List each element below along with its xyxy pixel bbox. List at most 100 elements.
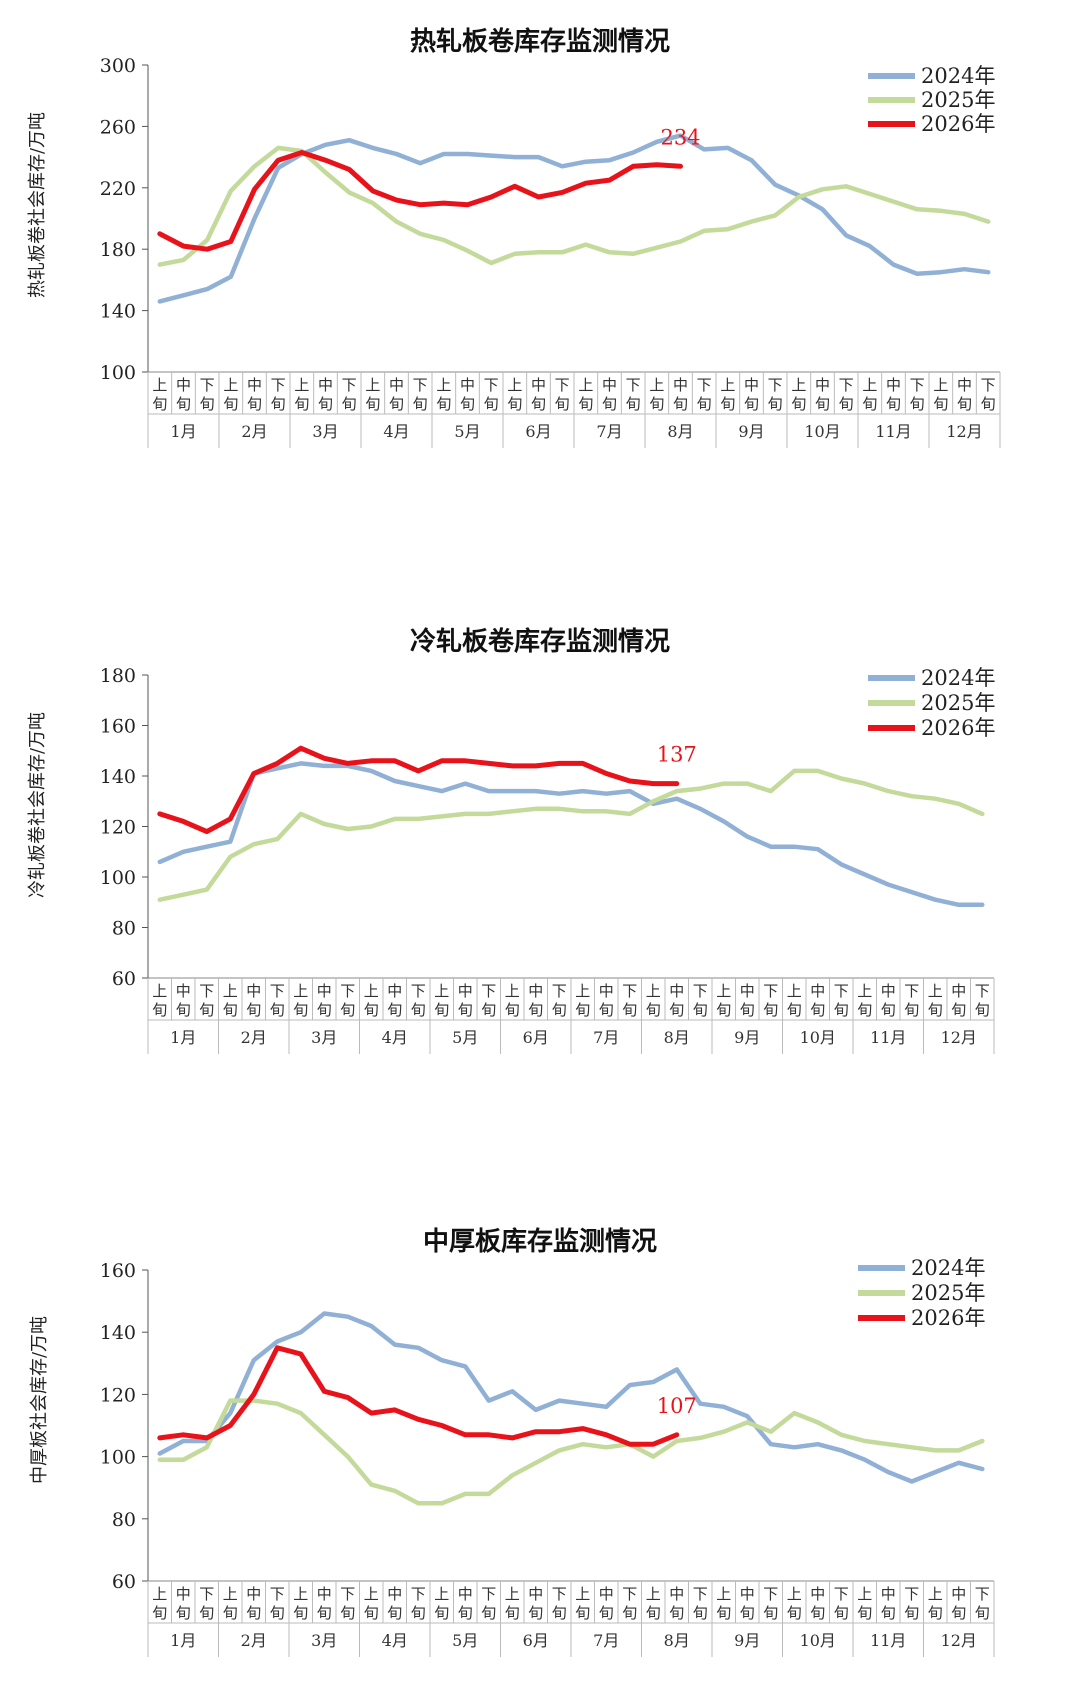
x-period-label-top: 下 (270, 982, 285, 1000)
x-period-label-bottom: 旬 (246, 1604, 261, 1622)
x-month-label: 12月 (941, 1028, 977, 1047)
x-period-label-top: 上 (223, 376, 238, 394)
x-axis-categories: 上旬中旬下旬上旬中旬下旬上旬中旬下旬上旬中旬下旬上旬中旬下旬上旬中旬下旬上旬中旬… (147, 1580, 995, 1657)
x-month-label: 5月 (452, 1028, 478, 1047)
y-tick-label: 120 (100, 817, 136, 839)
x-period-label-top: 中 (957, 376, 972, 394)
y-tick-label: 80 (112, 918, 136, 940)
x-period-label-top: 上 (787, 1585, 802, 1603)
x-period-label-bottom: 旬 (646, 1604, 661, 1622)
x-axis-categories: 上旬中旬下旬上旬中旬下旬上旬中旬下旬上旬中旬下旬上旬中旬下旬上旬中旬下旬上旬中旬… (147, 371, 1001, 448)
x-period-label-top: 中 (669, 982, 684, 1000)
x-period-label-bottom: 旬 (649, 395, 664, 413)
x-period-label-bottom: 旬 (957, 395, 972, 413)
x-period-label-top: 上 (364, 982, 379, 1000)
y-tick-label: 140 (100, 766, 136, 788)
x-period-label-top: 中 (740, 982, 755, 1000)
x-period-label-top: 下 (904, 982, 919, 1000)
x-period-label-bottom: 旬 (951, 1604, 966, 1622)
hot-rolled-chart: 热轧板卷库存监测情况 热轧板卷社会库存/万吨 2024年 2025年 2026年… (27, 27, 1001, 448)
legend-label-2024: 2024年 (921, 666, 995, 690)
x-month-label: 6月 (523, 1028, 549, 1047)
x-period-label-bottom: 旬 (528, 1604, 543, 1622)
x-period-label-bottom: 旬 (342, 395, 357, 413)
x-period-label-bottom: 旬 (436, 395, 451, 413)
x-period-label-top: 上 (578, 376, 593, 394)
y-tick-label: 160 (100, 1260, 136, 1282)
legend-label-2025: 2025年 (911, 1281, 985, 1305)
x-period-label-bottom: 旬 (881, 1604, 896, 1622)
x-month-label: 3月 (311, 1631, 337, 1650)
x-period-label-top: 下 (697, 376, 712, 394)
x-period-label-top: 下 (910, 376, 925, 394)
x-period-label-bottom: 旬 (318, 395, 333, 413)
x-period-label-bottom: 旬 (622, 1001, 637, 1019)
x-period-label-bottom: 旬 (176, 1604, 191, 1622)
y-tick-label: 220 (100, 178, 136, 200)
x-period-label-top: 中 (740, 1585, 755, 1603)
x-period-label-top: 上 (505, 1585, 520, 1603)
chart-title: 热轧板卷库存监测情况 (410, 27, 670, 57)
x-period-label-bottom: 旬 (199, 1604, 214, 1622)
x-period-label-top: 下 (413, 376, 428, 394)
x-period-label-top: 上 (857, 1585, 872, 1603)
x-month-label: 2月 (241, 1631, 267, 1650)
latest-value-annotation: 137 (657, 743, 697, 767)
x-period-label-bottom: 旬 (340, 1001, 355, 1019)
x-period-label-top: 中 (599, 982, 614, 1000)
x-month-label: 8月 (667, 422, 693, 441)
x-period-label-bottom: 旬 (293, 1604, 308, 1622)
x-period-label-top: 上 (364, 1585, 379, 1603)
legend: 2024年 2025年 2026年 (868, 666, 995, 740)
x-period-label-top: 上 (787, 982, 802, 1000)
x-period-label-top: 下 (834, 982, 849, 1000)
chart-title: 冷轧板卷库存监测情况 (410, 626, 670, 657)
x-period-label-top: 上 (365, 376, 380, 394)
x-period-label-top: 下 (622, 1585, 637, 1603)
legend-label-2024: 2024年 (911, 1256, 985, 1280)
x-period-label-bottom: 旬 (787, 1001, 802, 1019)
x-period-label-top: 下 (481, 1585, 496, 1603)
x-period-label-bottom: 旬 (904, 1001, 919, 1019)
series-line-2025 (157, 1398, 985, 1506)
x-month-label: 1月 (170, 1028, 196, 1047)
x-period-label-top: 上 (505, 982, 520, 1000)
latest-value-annotation: 107 (657, 1394, 697, 1418)
x-period-label-top: 中 (387, 1585, 402, 1603)
x-period-label-top: 下 (768, 376, 783, 394)
x-period-label-bottom: 旬 (152, 1604, 167, 1622)
x-month-label: 1月 (170, 1631, 196, 1650)
x-period-label-bottom: 旬 (951, 1001, 966, 1019)
y-tick-label: 180 (100, 665, 136, 687)
x-period-label-bottom: 旬 (673, 395, 688, 413)
x-period-label-top: 中 (528, 982, 543, 1000)
x-period-label-bottom: 旬 (223, 395, 238, 413)
x-month-label: 9月 (734, 1028, 760, 1047)
x-period-label-top: 上 (716, 1585, 731, 1603)
x-period-label-top: 上 (857, 982, 872, 1000)
series-line-2026 (157, 1345, 680, 1447)
y-axis-label: 中厚板社会库存/万吨 (29, 1316, 50, 1484)
series-line-2024 (157, 761, 985, 908)
x-period-label-top: 上 (223, 1585, 238, 1603)
x-period-label-bottom: 旬 (552, 1604, 567, 1622)
y-tick-label: 260 (100, 116, 136, 138)
x-period-label-bottom: 旬 (364, 1001, 379, 1019)
x-month-label: 7月 (596, 422, 622, 441)
x-period-label-bottom: 旬 (716, 1604, 731, 1622)
x-period-label-top: 上 (928, 1585, 943, 1603)
x-period-label-bottom: 旬 (555, 395, 570, 413)
x-period-label-top: 上 (434, 982, 449, 1000)
x-month-label: 7月 (593, 1028, 619, 1047)
series-line-2024 (157, 1311, 985, 1484)
x-period-label-bottom: 旬 (810, 1604, 825, 1622)
x-period-label-top: 上 (933, 376, 948, 394)
x-month-label: 8月 (664, 1631, 690, 1650)
y-tick-label: 180 (100, 239, 136, 261)
cold-rolled-chart-panel: 冷轧板卷库存监测情况 冷轧板卷社会库存/万吨 2024年 2025年 2026年… (0, 600, 1080, 1120)
x-month-label: 4月 (383, 422, 409, 441)
x-period-label-top: 下 (981, 376, 996, 394)
x-month-label: 6月 (523, 1631, 549, 1650)
x-period-label-top: 上 (507, 376, 522, 394)
x-period-label-bottom: 旬 (505, 1604, 520, 1622)
